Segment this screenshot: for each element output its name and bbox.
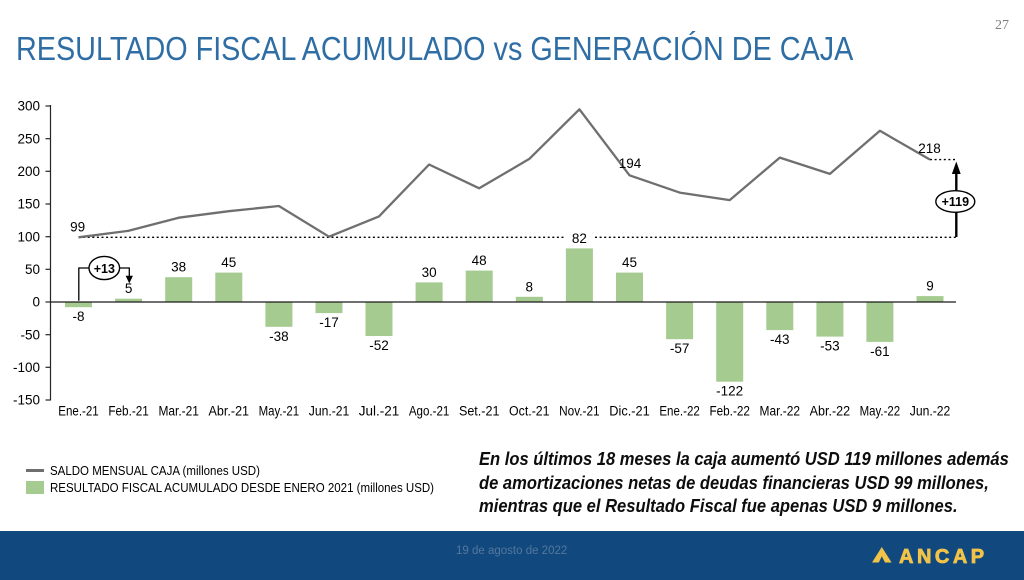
svg-text:Set.-21: Set.-21 [459, 404, 500, 419]
svg-text:100: 100 [17, 229, 40, 244]
svg-text:45: 45 [622, 255, 637, 270]
svg-text:May.-22: May.-22 [860, 404, 901, 419]
svg-text:-50: -50 [20, 327, 40, 342]
svg-text:Mar.-21: Mar.-21 [158, 404, 199, 419]
svg-text:Jun.-22: Jun.-22 [910, 404, 951, 419]
svg-text:May.-21: May.-21 [259, 404, 300, 419]
svg-text:194: 194 [619, 156, 642, 171]
svg-text:Jul.-21: Jul.-21 [359, 404, 400, 419]
svg-text:150: 150 [17, 197, 40, 212]
svg-text:-52: -52 [369, 338, 389, 353]
svg-text:Mar.-22: Mar.-22 [760, 404, 801, 419]
svg-text:-150: -150 [13, 393, 40, 408]
svg-text:218: 218 [918, 141, 941, 156]
svg-text:-122: -122 [716, 384, 743, 399]
svg-text:45: 45 [221, 255, 236, 270]
svg-text:Abr.-22: Abr.-22 [810, 404, 851, 419]
svg-text:-17: -17 [319, 315, 339, 330]
svg-text:+119: +119 [942, 195, 970, 209]
svg-text:8: 8 [526, 279, 534, 294]
svg-text:Ago.-21: Ago.-21 [409, 404, 450, 419]
svg-text:+13: +13 [94, 262, 115, 276]
svg-text:Nov.-21: Nov.-21 [559, 404, 600, 419]
svg-text:50: 50 [25, 262, 40, 277]
svg-text:-38: -38 [269, 329, 289, 344]
svg-text:-53: -53 [820, 339, 840, 354]
svg-text:9: 9 [926, 279, 934, 294]
svg-text:-57: -57 [670, 341, 690, 356]
svg-text:Abr.-21: Abr.-21 [209, 404, 250, 419]
svg-text:-61: -61 [870, 344, 890, 359]
svg-text:200: 200 [17, 164, 40, 179]
svg-text:Dic.-21: Dic.-21 [609, 404, 650, 419]
svg-text:Feb.-22: Feb.-22 [709, 404, 750, 419]
svg-text:-43: -43 [770, 332, 790, 347]
svg-text:250: 250 [17, 131, 40, 146]
svg-text:Ene.-21: Ene.-21 [58, 404, 99, 419]
svg-text:30: 30 [422, 265, 437, 280]
svg-text:Oct.-21: Oct.-21 [509, 404, 550, 419]
svg-text:Feb.-21: Feb.-21 [108, 404, 149, 419]
svg-text:38: 38 [171, 260, 186, 275]
svg-text:-100: -100 [13, 360, 40, 375]
svg-text:-8: -8 [72, 309, 84, 324]
svg-text:82: 82 [572, 231, 587, 246]
svg-text:99: 99 [70, 220, 85, 235]
svg-text:0: 0 [32, 295, 40, 310]
svg-text:Ene.-22: Ene.-22 [659, 404, 700, 419]
svg-text:5: 5 [125, 281, 133, 296]
svg-text:Jun.-21: Jun.-21 [309, 404, 350, 419]
svg-text:48: 48 [472, 253, 487, 268]
svg-text:300: 300 [17, 99, 40, 114]
